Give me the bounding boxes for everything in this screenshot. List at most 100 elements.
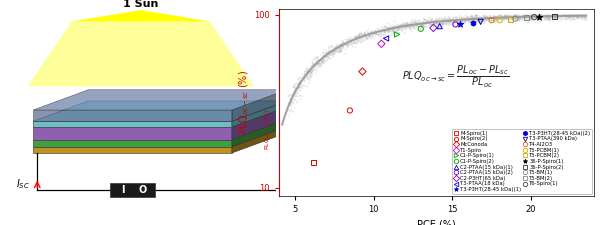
Point	[370, 30, 379, 33]
Point	[469, 17, 479, 21]
Point	[381, 29, 391, 32]
Point	[577, 15, 587, 18]
Point	[464, 17, 473, 20]
Point	[527, 15, 536, 19]
X-axis label: PCE (%): PCE (%)	[417, 219, 456, 225]
Point	[417, 23, 427, 27]
Point	[382, 25, 391, 29]
Point	[365, 32, 375, 35]
Point	[345, 38, 355, 41]
Point	[299, 71, 309, 74]
Point	[482, 17, 491, 21]
Point	[529, 15, 539, 19]
Point	[578, 13, 588, 17]
Point	[335, 44, 344, 48]
Point	[499, 16, 509, 19]
Point	[363, 31, 373, 34]
Point	[428, 26, 438, 30]
Point	[449, 20, 458, 24]
Point	[370, 32, 380, 36]
Point	[407, 25, 416, 29]
Point	[401, 22, 410, 26]
Point	[513, 14, 523, 17]
Point	[482, 18, 491, 22]
Point	[359, 30, 369, 34]
Point	[480, 16, 490, 19]
Point	[420, 17, 430, 21]
Point	[446, 19, 456, 23]
Point	[398, 23, 408, 27]
Point	[481, 14, 490, 18]
Point	[500, 16, 509, 19]
Point	[312, 65, 322, 68]
Point	[299, 79, 309, 83]
Point	[580, 15, 590, 19]
Point	[431, 16, 440, 20]
Point	[505, 14, 515, 18]
Point	[401, 21, 411, 25]
Point	[299, 78, 309, 82]
Point	[345, 39, 355, 43]
Point	[437, 20, 447, 24]
Point	[420, 22, 430, 26]
Point	[448, 16, 458, 19]
Point	[330, 45, 340, 49]
Point	[442, 21, 451, 25]
Point	[534, 15, 544, 19]
Point	[430, 21, 439, 25]
Point	[503, 13, 512, 17]
Point	[387, 23, 397, 27]
Point	[439, 18, 449, 21]
Point	[304, 72, 313, 76]
Point	[517, 17, 527, 20]
Point	[538, 13, 548, 17]
Point	[344, 42, 353, 45]
Point	[422, 18, 432, 22]
Point	[561, 14, 571, 17]
Point	[542, 14, 551, 17]
Point	[349, 37, 359, 40]
Point	[290, 97, 299, 101]
Point	[389, 29, 399, 32]
Point	[466, 17, 476, 21]
Point	[469, 16, 478, 19]
Point	[304, 71, 313, 74]
Point	[435, 24, 445, 28]
Point	[367, 33, 377, 37]
Point	[446, 18, 456, 22]
Point	[317, 61, 327, 65]
Point	[329, 45, 338, 49]
Point	[380, 25, 390, 29]
Point	[571, 14, 580, 18]
Point	[497, 16, 507, 20]
Point	[574, 13, 584, 17]
Point	[570, 14, 580, 18]
Point	[323, 58, 332, 62]
Point	[577, 13, 587, 17]
Point	[344, 37, 353, 40]
Point	[445, 16, 454, 20]
Point	[337, 48, 346, 51]
Point	[525, 16, 535, 20]
Point	[471, 19, 481, 23]
Point	[534, 18, 544, 21]
Point	[386, 24, 395, 27]
Point	[476, 18, 486, 22]
Point	[563, 15, 572, 19]
Point	[442, 22, 451, 26]
Point	[368, 31, 378, 35]
Point	[382, 37, 391, 40]
Point	[566, 14, 576, 18]
Point	[544, 13, 553, 17]
Point	[284, 93, 293, 97]
Point	[287, 94, 297, 97]
Point	[542, 14, 552, 18]
Point	[407, 20, 416, 23]
Point	[479, 14, 488, 17]
Point	[475, 16, 484, 19]
Point	[455, 19, 465, 23]
Point	[283, 102, 293, 105]
Point	[544, 16, 554, 20]
Point	[383, 27, 392, 31]
Point	[530, 13, 540, 17]
